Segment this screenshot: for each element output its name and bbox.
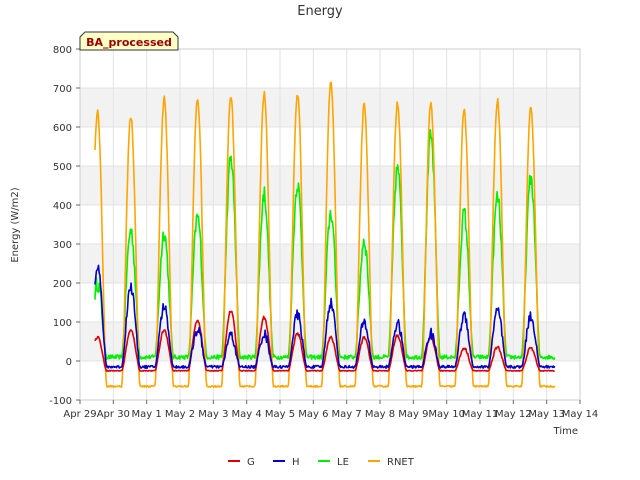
legend-label-h: H xyxy=(292,457,300,468)
y-tick-label: 100 xyxy=(53,318,72,329)
legend: G H LE RNET xyxy=(228,457,415,468)
y-tick-label: -100 xyxy=(49,396,72,407)
y-tick-label: 0 xyxy=(66,357,72,368)
x-tick-label: May 3 xyxy=(198,409,228,420)
x-tick-label: May 6 xyxy=(298,409,328,420)
x-tick-label: May 13 xyxy=(528,409,565,420)
grid-band xyxy=(80,322,580,361)
legend-label-g: G xyxy=(247,457,255,468)
x-tick-label: May 5 xyxy=(265,409,295,420)
y-tick-label: 400 xyxy=(53,201,72,212)
x-tick-label: May 4 xyxy=(232,409,262,420)
legend-label-rnet: RNET xyxy=(387,457,415,468)
y-axis-label: Energy (W/m2) xyxy=(10,187,21,262)
y-tick-label: 700 xyxy=(53,84,72,95)
chart-title: Energy xyxy=(297,4,343,19)
plot-frame xyxy=(79,48,581,401)
y-tick-label: 300 xyxy=(53,240,72,251)
series-line-rnet xyxy=(94,81,556,388)
x-tick-label: May 8 xyxy=(365,409,395,420)
y-tick-label: 200 xyxy=(53,279,72,290)
y-tick-label: 800 xyxy=(53,45,72,56)
x-tick-label: May 11 xyxy=(462,409,499,420)
y-tick-label: 500 xyxy=(53,162,72,173)
x-tick-label: May 9 xyxy=(398,409,428,420)
grid-band xyxy=(80,244,580,283)
legend-label-le: LE xyxy=(337,457,349,468)
badge-text: BA_processed xyxy=(86,36,172,49)
x-tick-label: May 7 xyxy=(332,409,362,420)
y-axis-ticks: -100 0 100 200 300 400 500 600 700 800 xyxy=(49,45,80,407)
grid-band xyxy=(80,166,580,205)
series-line-g xyxy=(94,310,555,372)
x-tick-label: May 12 xyxy=(495,409,532,420)
x-tick-label: May 14 xyxy=(562,409,599,420)
x-tick-label: Apr 29 xyxy=(63,409,96,420)
x-tick-label: May 2 xyxy=(165,409,195,420)
y-tick-label: 600 xyxy=(53,123,72,134)
badge-box xyxy=(79,31,179,51)
series-line-h xyxy=(94,264,556,370)
series-lines xyxy=(94,81,556,388)
x-tick-label: May 10 xyxy=(428,409,465,420)
processed-badge: BA_processed xyxy=(79,31,179,51)
x-axis-ticks: Apr 29 Apr 30 May 1 May 2 May 3 May 4 May 5 May… xyxy=(63,400,598,420)
x-axis-label: Time xyxy=(553,426,578,437)
x-tick-label: May 1 xyxy=(132,409,162,420)
x-tick-label: Apr 30 xyxy=(97,409,130,420)
